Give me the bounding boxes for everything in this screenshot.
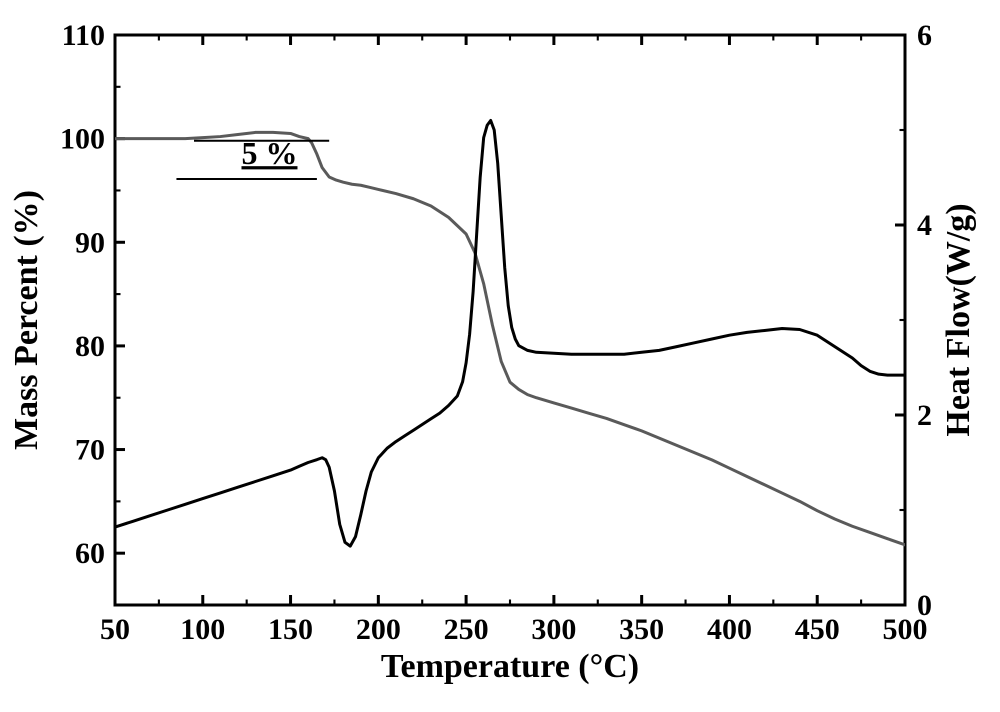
x-axis-label: Temperature (°C) <box>381 648 639 685</box>
yr-tick-label: 4 <box>917 209 932 242</box>
x-tick-label: 300 <box>531 613 576 646</box>
x-tick-label: 350 <box>619 613 664 646</box>
yr-tick-label: 0 <box>917 589 932 622</box>
mass-percent-series <box>115 132 905 544</box>
tga-dsc-chart: 5010015020025030035040045050060708090100… <box>0 0 1000 712</box>
x-tick-label: 400 <box>707 613 752 646</box>
yr-tick-label: 6 <box>917 19 932 52</box>
heat-flow-series <box>115 121 905 547</box>
x-tick-label: 450 <box>795 613 840 646</box>
yl-tick-label: 110 <box>62 19 105 52</box>
yl-tick-label: 90 <box>75 226 105 259</box>
yl-axis-label: Mass Percent (%) <box>8 190 45 450</box>
x-tick-label: 50 <box>100 613 130 646</box>
yr-axis-label: Heat Flow(W/g) <box>940 203 977 436</box>
five-percent-annotation: 5 % <box>241 135 297 171</box>
x-tick-label: 250 <box>444 613 489 646</box>
x-tick-label: 150 <box>268 613 313 646</box>
x-tick-label: 200 <box>356 613 401 646</box>
yl-tick-label: 100 <box>60 123 105 156</box>
yl-tick-label: 70 <box>75 434 105 467</box>
yl-tick-label: 80 <box>75 330 105 363</box>
yr-tick-label: 2 <box>917 399 932 432</box>
yl-tick-label: 60 <box>75 537 105 570</box>
x-tick-label: 100 <box>180 613 225 646</box>
